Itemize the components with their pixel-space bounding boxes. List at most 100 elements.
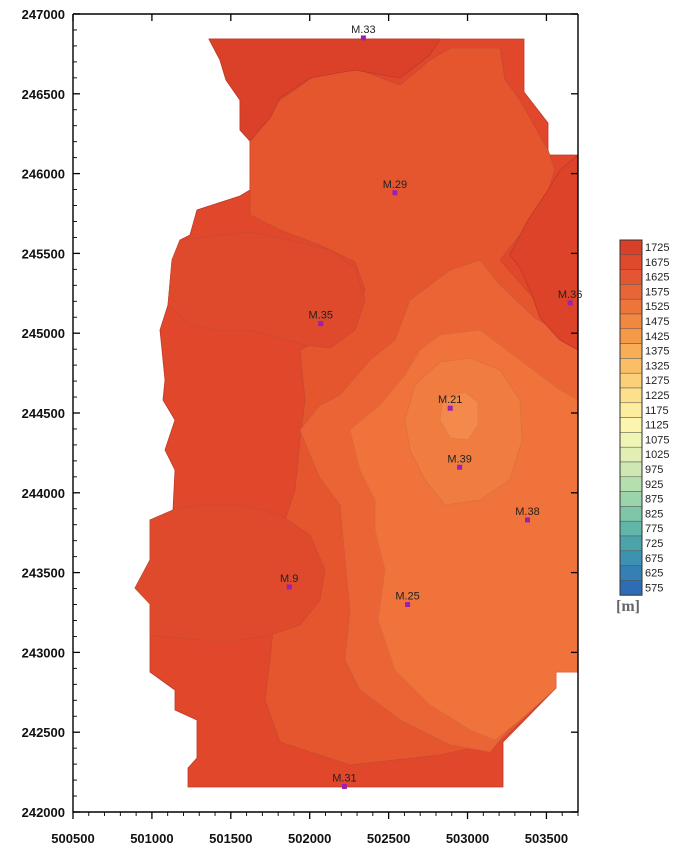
well-m-33: M.33	[351, 24, 376, 41]
well-marker	[318, 321, 324, 327]
x-tick-label: 502000	[288, 831, 331, 846]
well-label: M.31	[332, 772, 356, 784]
legend-swatch	[619, 313, 643, 330]
legend-level-label: 1675	[645, 257, 669, 269]
y-tick-label: 244500	[22, 406, 65, 421]
legend-level-label: 975	[645, 464, 663, 476]
legend-level-label: 1175	[645, 405, 669, 417]
legend-level-label: 1075	[645, 434, 669, 446]
y-tick-label: 246000	[22, 167, 65, 182]
well-label: M.33	[351, 24, 375, 36]
legend-level-label: 1125	[645, 420, 669, 432]
legend-swatch	[619, 343, 643, 359]
zone-1675-north	[208, 38, 441, 142]
legend-swatch	[619, 417, 643, 433]
well-label: M.38	[515, 506, 539, 518]
legend-swatch	[619, 535, 643, 552]
zone-1375	[439, 391, 479, 441]
well-m-39: M.39	[447, 453, 472, 470]
well-label: M.29	[383, 179, 407, 191]
y-axis: 242000 242500 243000 243500 244000 244500 2450…	[22, 7, 578, 820]
well-marker	[525, 517, 530, 523]
contour-field	[134, 38, 578, 788]
legend-swatch	[619, 284, 643, 300]
legend-level-label: 1625	[645, 272, 669, 284]
y-tick-label: 242500	[22, 725, 65, 740]
legend-level-label: 1225	[645, 390, 669, 402]
legend-swatch	[619, 298, 643, 315]
y-tick-label: 245000	[22, 326, 65, 341]
y-tick-label: 244000	[22, 486, 65, 501]
legend-swatch	[619, 328, 643, 344]
well-markers: M.33 M.29 M.36 M.35 M.21 M.39 M.38 M.9 M.25 M.31	[280, 24, 582, 789]
well-marker	[457, 464, 463, 470]
y-tick-label: 242000	[22, 805, 65, 820]
well-m-31: M.31	[332, 772, 357, 789]
x-tick-label: 501500	[209, 831, 252, 846]
x-tick-label: 503000	[446, 831, 489, 846]
legend-level-label: 925	[645, 479, 663, 491]
legend-level-label: 1725	[645, 242, 669, 254]
legend-swatch	[619, 432, 643, 448]
legend-swatch	[619, 402, 643, 418]
well-label: M.9	[280, 573, 298, 585]
legend-swatch	[619, 461, 643, 478]
well-m-25: M.25	[395, 591, 420, 608]
legend-level-label: 1475	[645, 316, 669, 328]
legend-swatch	[619, 269, 643, 285]
well-marker	[286, 584, 292, 590]
well-m-35: M.35	[309, 310, 333, 327]
legend-unit-label: [m]	[616, 598, 640, 615]
legend-swatch	[619, 550, 643, 566]
legend-level-label: 1325	[645, 360, 669, 372]
legend-swatch	[619, 387, 643, 404]
legend-level-label: 1375	[645, 346, 669, 358]
x-tick-label: 500500	[51, 831, 94, 846]
well-m-9: M.9	[280, 573, 298, 590]
well-marker	[341, 783, 347, 789]
y-tick-label: 246500	[22, 87, 65, 102]
legend-level-label: 1425	[645, 331, 669, 343]
legend-swatch	[619, 476, 643, 492]
y-tick-label: 247000	[22, 7, 65, 22]
well-marker	[447, 405, 453, 411]
zone-1675-east	[509, 154, 578, 351]
y-tick-label: 245500	[22, 246, 65, 261]
legend-level-label: 1525	[645, 301, 669, 313]
x-tick-label: 503500	[525, 831, 568, 846]
legend-level-label: 1025	[645, 449, 669, 461]
legend-swatch	[619, 580, 643, 596]
zone-1675-southwest	[134, 504, 326, 641]
legend-swatch	[619, 446, 643, 463]
well-label: M.36	[558, 289, 582, 301]
well-m-38: M.38	[515, 506, 540, 523]
legend-level-label: 825	[645, 508, 663, 520]
legend: 1725 1675 1625 1575 1525 1475 1425 1375 1325 1275…	[619, 239, 669, 596]
zone-1675-west	[167, 231, 366, 349]
x-tick-label: 502500	[367, 831, 410, 846]
well-m-29: M.29	[383, 179, 407, 196]
legend-level-label: 725	[645, 538, 663, 550]
legend-swatch	[619, 239, 643, 256]
x-tick-label: 501000	[130, 831, 173, 846]
legend-swatch	[619, 565, 643, 581]
well-label: M.21	[438, 394, 462, 406]
legend-swatch	[619, 520, 643, 537]
x-axis: 500500 501000 501500 502000 502500 503000 5035…	[51, 14, 579, 846]
well-m-21: M.21	[438, 394, 462, 411]
legend-border	[619, 239, 643, 596]
legend-level-label: 1275	[645, 375, 669, 387]
well-marker	[567, 300, 573, 306]
y-tick-label: 243500	[22, 566, 65, 581]
well-m-36: M.36	[558, 289, 582, 306]
legend-swatch	[619, 506, 643, 522]
legend-level-label: 575	[645, 582, 663, 594]
well-marker	[392, 190, 398, 196]
legend-swatch	[619, 254, 643, 270]
legend-level-label: 775	[645, 523, 663, 535]
well-label: M.39	[447, 453, 471, 465]
well-marker	[405, 602, 411, 608]
legend-level-label: 625	[645, 568, 663, 580]
y-tick-label: 243000	[22, 645, 65, 660]
well-label: M.25	[395, 591, 419, 603]
